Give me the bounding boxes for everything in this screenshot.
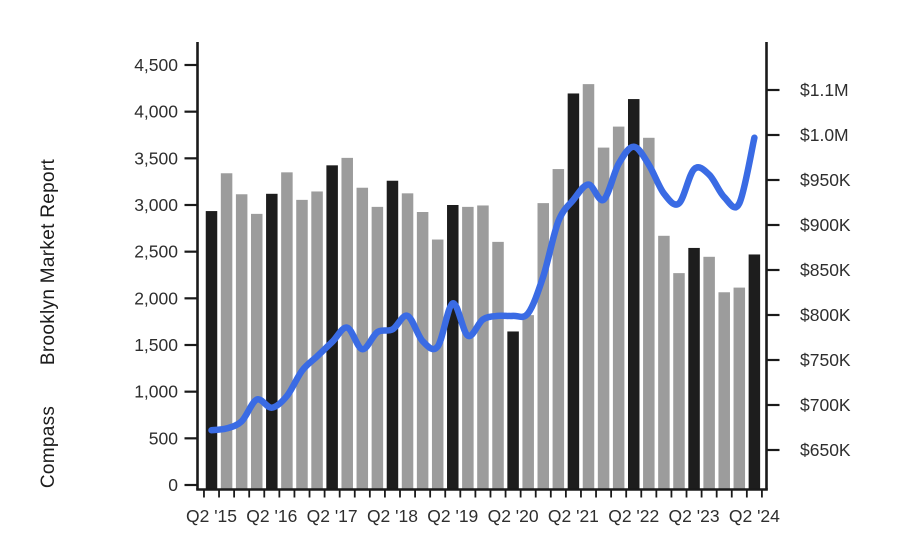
- right-axis-tick-label: $900K: [800, 215, 851, 235]
- bar: [341, 157, 353, 490]
- bar-q2: [748, 254, 761, 490]
- left-axis-tick-label: 4,000: [134, 102, 178, 122]
- bar: [612, 126, 625, 490]
- bar: [582, 84, 595, 490]
- left-axis-tick-label: 3,000: [134, 195, 178, 215]
- brand-name-vertical: Compass: [38, 405, 59, 489]
- bar: [296, 199, 308, 490]
- left-axis-tick-label: 1,500: [134, 335, 178, 355]
- bar: [356, 187, 369, 490]
- x-axis-tick-label: Q2 '19: [427, 506, 478, 526]
- left-axis-tick-label: 1,000: [134, 382, 178, 402]
- bar: [401, 193, 414, 490]
- x-axis-tick-label: Q2 '15: [186, 506, 237, 526]
- right-axis-tick-label: $950K: [800, 170, 851, 190]
- bar: [733, 287, 746, 490]
- median-price-line: [208, 134, 758, 434]
- bar: [462, 206, 474, 490]
- x-axis-tick-label: Q2 '18: [367, 506, 418, 526]
- left-axis-tick-label: 2,000: [134, 288, 178, 308]
- bar: [522, 315, 534, 490]
- right-axis-tick-label: $700K: [800, 395, 851, 415]
- bar-q2: [447, 204, 459, 490]
- bar-q2: [326, 165, 338, 490]
- bar: [718, 292, 730, 490]
- left-axis-tick-label: 500: [149, 428, 178, 448]
- bar: [597, 147, 610, 490]
- bar: [492, 241, 504, 490]
- bar: [703, 256, 715, 490]
- bar-q2: [205, 211, 218, 490]
- bar: [220, 173, 233, 490]
- right-axis-tick-label: $1.1M: [800, 80, 849, 100]
- bar-q2: [507, 331, 519, 490]
- right-axis-tick-label: $800K: [800, 305, 851, 325]
- left-axis-tick-label: 4,500: [134, 55, 178, 75]
- bar: [235, 194, 248, 490]
- report-title-vertical: Brooklyn Market Report: [38, 158, 59, 366]
- bar-q2: [266, 193, 278, 490]
- bar: [281, 172, 293, 490]
- bar: [643, 137, 655, 490]
- x-axis-tick-label: Q2 '21: [548, 506, 599, 526]
- bar: [552, 169, 565, 490]
- bar-q2: [627, 99, 640, 490]
- bar-q2: [567, 93, 580, 490]
- left-axis-tick-label: 3,500: [134, 148, 178, 168]
- bar-q2: [688, 247, 700, 490]
- left-axis-tick-label: 2,500: [134, 242, 178, 262]
- right-axis-tick-label: $750K: [800, 350, 851, 370]
- bar-q2: [386, 180, 399, 490]
- bar: [537, 203, 550, 490]
- bar: [477, 205, 489, 490]
- x-axis-tick-label: Q2 '24: [729, 506, 780, 526]
- bar: [416, 211, 429, 490]
- bar: [431, 239, 444, 490]
- bar: [311, 191, 323, 490]
- x-axis-tick-label: Q2 '23: [669, 506, 720, 526]
- right-axis-tick-label: $1.0M: [800, 125, 849, 145]
- right-axis-tick-label: $650K: [800, 440, 851, 460]
- bar: [250, 213, 263, 490]
- x-axis-tick-label: Q2 '20: [488, 506, 539, 526]
- left-axis-tick-label: 0: [168, 475, 178, 495]
- right-axis-tick-label: $850K: [800, 260, 851, 280]
- bar: [673, 273, 685, 490]
- x-axis-tick-label: Q2 '17: [307, 506, 358, 526]
- x-axis-tick-label: Q2 '22: [608, 506, 659, 526]
- x-axis-tick-label: Q2 '16: [246, 506, 297, 526]
- bar: [371, 206, 384, 490]
- bar: [658, 235, 670, 490]
